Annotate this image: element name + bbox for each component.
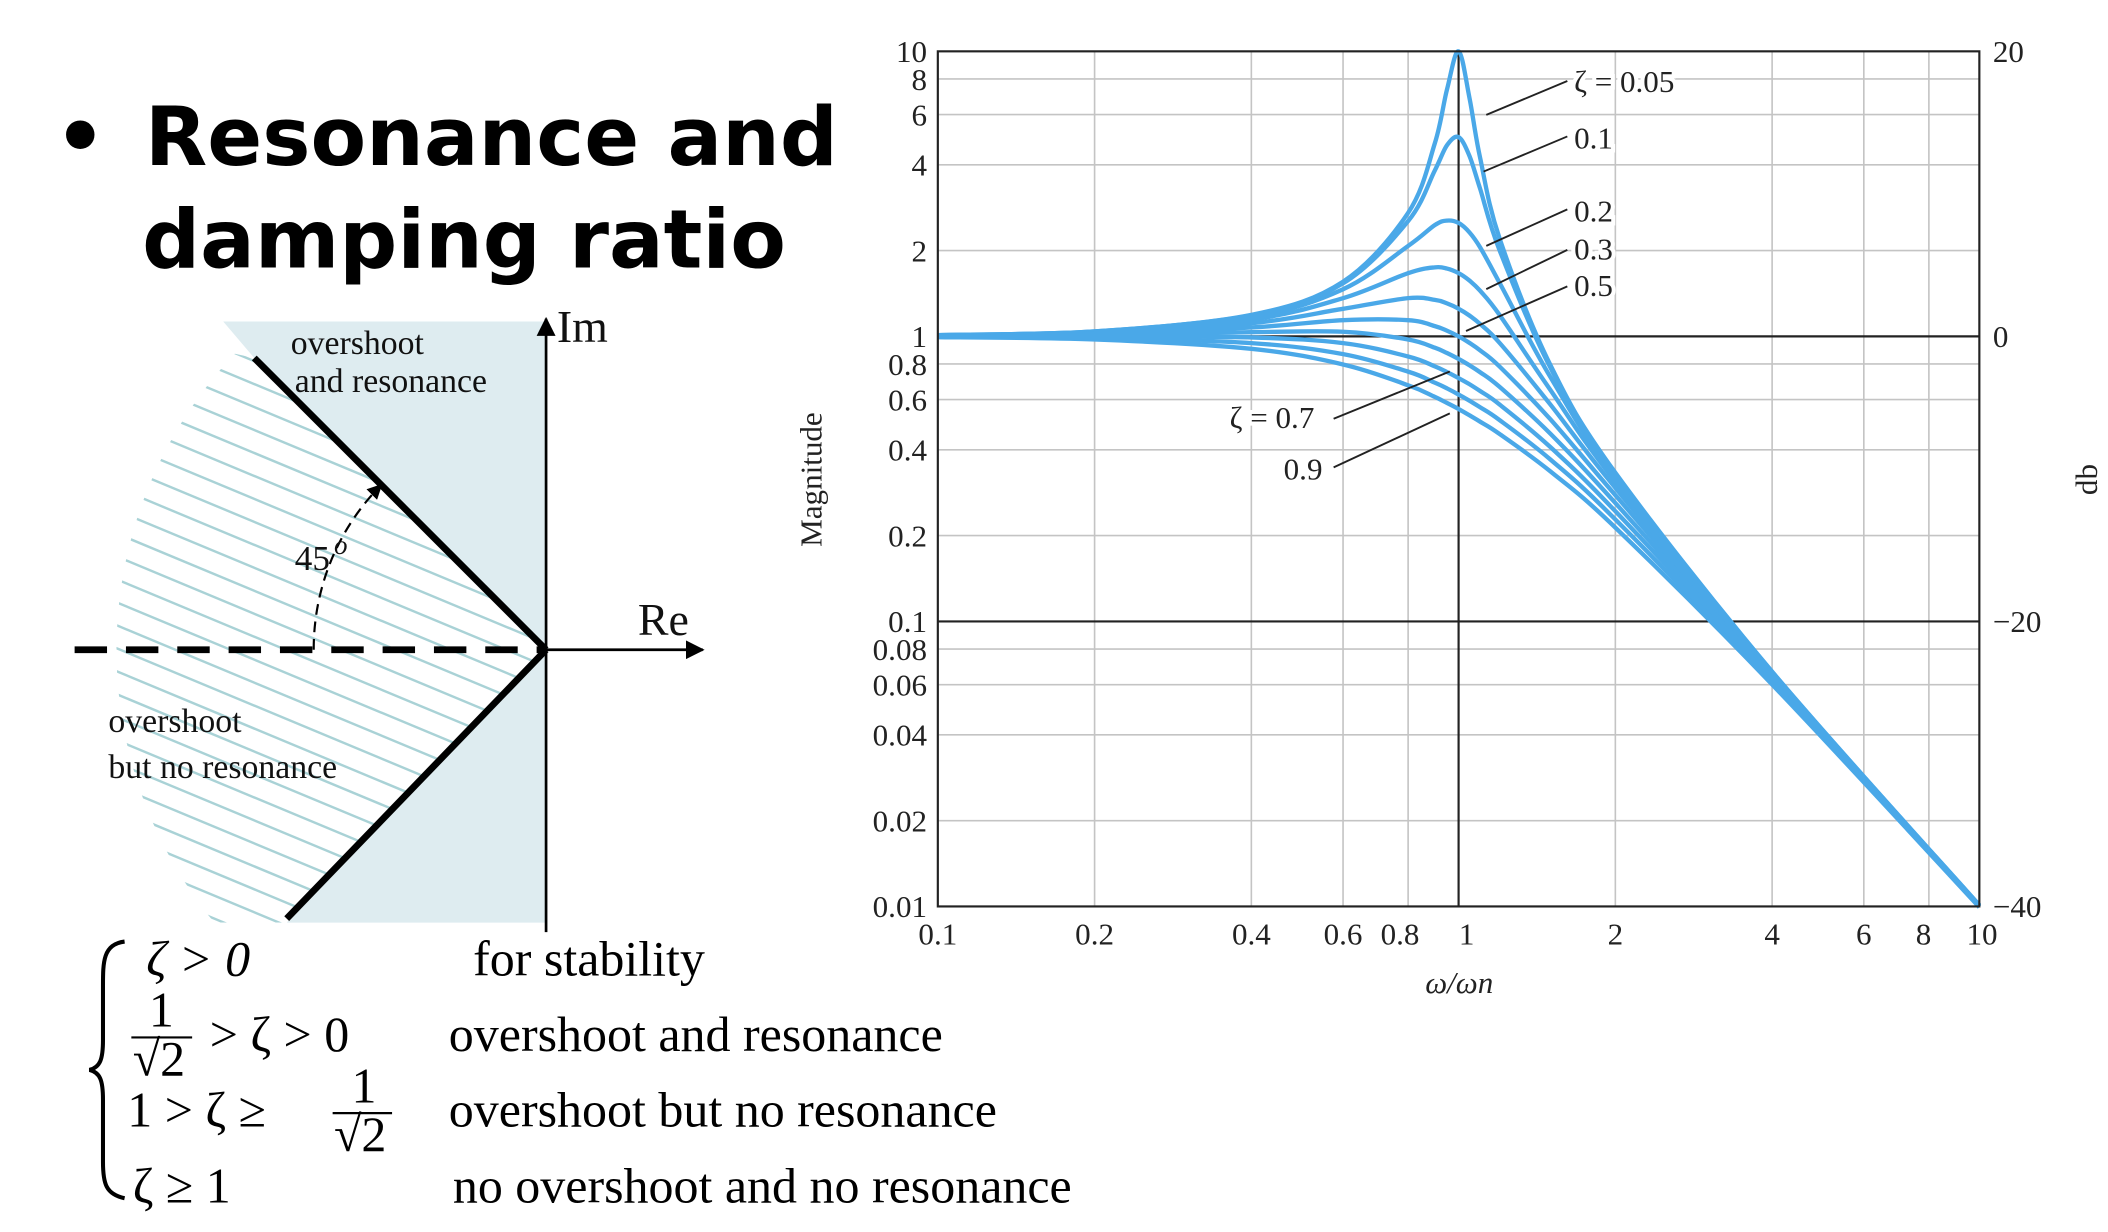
case-2-frac-den: √2: [133, 1030, 185, 1086]
case-2-description: overshoot and resonance: [449, 1006, 943, 1062]
curve-zeta-0.8: [937, 334, 1981, 909]
db-tick-label: −40: [1993, 889, 2042, 924]
hatch-line: [116, 471, 547, 677]
y-tick-label: 4: [911, 148, 927, 183]
angle-label: 45: [295, 539, 330, 578]
curve-zeta-0.9: [937, 335, 1981, 909]
y-tick-label: 0.04: [873, 718, 928, 753]
lower-region-label-1: overshoot: [108, 703, 242, 740]
x-tick-label: 0.2: [1075, 916, 1114, 951]
annotation-label: 0.9: [1284, 452, 1323, 487]
y-tick-label: 0.1: [888, 604, 927, 639]
curves: [937, 49, 1981, 909]
x-tick-label: 1: [1459, 916, 1475, 951]
y-tick-label: 0.01: [873, 889, 927, 924]
upper-boundary-line: [251, 355, 549, 653]
db-tick-label: 20: [1993, 34, 2024, 69]
curve-annotations: ζ = 0.05 0.1 0.20.30.5 ζ = 0.7 0.9: [1226, 60, 1679, 491]
annotation-label: ζ = 0.05: [1574, 64, 1674, 99]
y-tick-label: 0.2: [888, 518, 927, 553]
y-tick-label: 0.08: [873, 632, 927, 667]
curve-zeta-0.5: [937, 317, 1981, 908]
case-2-frac-num: 1: [149, 982, 174, 1038]
upper-region-label-2: and resonance: [295, 363, 487, 400]
annotation-leader: [1333, 370, 1451, 420]
y-tick-label: 6: [911, 97, 927, 132]
y-tick-label: 0.06: [873, 667, 927, 702]
slide-title: • Resonance and damping ratio: [54, 91, 838, 288]
annotation-label: 0.1: [1574, 121, 1613, 156]
lower-boundary-line: [284, 647, 549, 921]
curve-zeta-0.6: [937, 329, 1981, 908]
re-label: Re: [638, 594, 689, 645]
annotation-label: 0.2: [1574, 194, 1613, 229]
case-3-frac-num: 1: [352, 1057, 377, 1113]
x-tick-label: 0.4: [1232, 916, 1271, 951]
upper-region-label-1: overshoot: [291, 325, 425, 362]
plot-frame: [936, 50, 1981, 908]
annotation-leader: [1485, 80, 1568, 116]
gridlines: [937, 51, 1980, 907]
y-tick-label: 8: [911, 62, 927, 97]
case-3-condition: 1 > ζ ≥: [127, 1082, 266, 1138]
annotation-label: 0.5: [1574, 268, 1613, 303]
x-tick-label: 6: [1856, 916, 1872, 951]
hatch-line: [116, 448, 547, 654]
y-tick-label: 0.8: [888, 347, 927, 382]
annotation-leader: [1485, 249, 1568, 290]
y-tick-label: 10: [896, 34, 927, 69]
angle-degree: o: [334, 530, 348, 560]
angle-arc: [312, 483, 383, 650]
curve-zeta-0.7: [937, 334, 1981, 908]
db-tick-label: −20: [1993, 604, 2042, 639]
title-line-2: damping ratio: [142, 193, 786, 287]
y-axis-label: Magnitude: [794, 412, 829, 547]
case-2-condition: > ζ > 0: [210, 1006, 350, 1062]
annotation-leader: [1485, 208, 1568, 247]
title-line-1: Resonance and: [145, 91, 838, 185]
y-tick-label: 1: [911, 319, 927, 354]
case-4-condition: ζ ≥ 1: [133, 1157, 231, 1213]
left-brace: [88, 939, 126, 1201]
case-1-description: for stability: [473, 930, 705, 986]
bode-magnitude-chart: 10864210.80.60.40.20.10.080.060.040.020.…: [794, 34, 2104, 1000]
annotation-leader: [1333, 412, 1451, 469]
x-tick-label: 4: [1764, 916, 1780, 951]
x-tick-label: 0.6: [1324, 916, 1363, 951]
lower-region-label-2: but no resonance: [108, 749, 337, 786]
case-3-description: overshoot but no resonance: [449, 1082, 997, 1138]
x-tick-label: 0.8: [1381, 916, 1420, 951]
y-tick-label: 2: [911, 233, 927, 268]
y-tick-label: 0.6: [888, 382, 927, 417]
hatch-line: [116, 425, 547, 631]
annotation-leader: [1483, 135, 1568, 173]
bullet: •: [54, 91, 106, 185]
hatch-line: [116, 770, 547, 923]
s-plane-diagram: Im Re overshoot and resonance overshoot …: [74, 301, 705, 933]
shaded-region: [223, 321, 547, 923]
damping-cases: ζ > 0 for stability 1 √2 > ζ > 0 oversho…: [88, 930, 1072, 1213]
im-label: Im: [557, 301, 608, 352]
db-tick-label: 0: [1993, 319, 2009, 354]
hatch-line: [116, 494, 547, 700]
x-tick-label: 2: [1608, 916, 1624, 951]
x-axis-label: ω/ωn: [1425, 965, 1493, 1000]
case-3-frac-den: √2: [334, 1106, 386, 1162]
tick-labels: 10864210.80.60.40.20.10.080.060.040.020.…: [873, 34, 2042, 951]
hatch-line: [116, 517, 547, 723]
annotation-leader: [1465, 285, 1568, 332]
y-tick-label: 0.02: [873, 803, 927, 838]
y-tick-label: 0.4: [888, 433, 927, 468]
annotation-label: ζ = 0.7: [1230, 400, 1315, 435]
curve-zeta-0.4: [937, 295, 1981, 908]
x-tick-label: 10: [1967, 916, 1998, 951]
case-1-condition: ζ > 0: [146, 930, 250, 986]
y2-axis-label: db: [2069, 464, 2104, 495]
x-tick-label: 0.1: [918, 916, 957, 951]
x-tick-label: 8: [1916, 916, 1932, 951]
annotation-label: 0.3: [1574, 231, 1613, 266]
case-4-description: no overshoot and no resonance: [453, 1157, 1072, 1213]
